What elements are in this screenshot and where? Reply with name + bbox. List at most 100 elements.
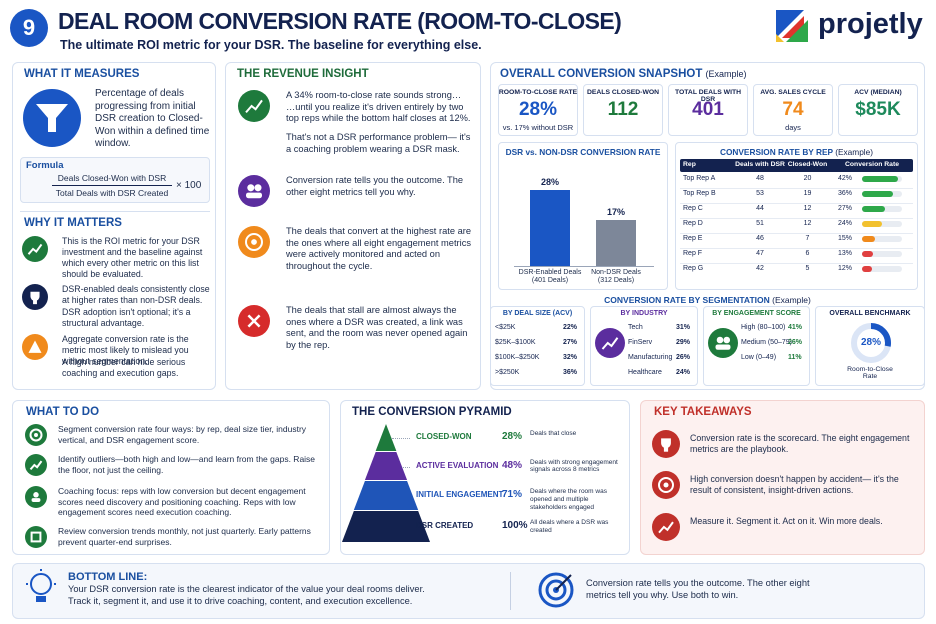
pyramid-level xyxy=(364,452,408,480)
cell: Rep C xyxy=(683,205,703,212)
item-text: Measure it. Segment it. Act on it. Win m… xyxy=(690,516,883,526)
shape xyxy=(658,477,674,493)
seg-value: 26% xyxy=(676,354,691,361)
level-name: DSR CREATED xyxy=(416,521,474,530)
level-desc: Deals with strong engagement signals acr… xyxy=(530,458,618,474)
title: OVERALL CONVERSION SNAPSHOT xyxy=(500,68,703,80)
shape xyxy=(353,481,419,510)
denominator: Total Deals with DSR Created xyxy=(55,188,169,198)
cell: 7 xyxy=(805,235,810,242)
shape xyxy=(545,579,567,601)
note: (Example) xyxy=(772,295,811,305)
cell: 12 xyxy=(803,220,812,227)
level-desc: All deals where a DSR was created xyxy=(530,519,609,534)
cell: Rep D xyxy=(683,220,703,227)
seg-label: FinServ xyxy=(628,339,653,346)
level-name: ACTIVE EVALUATION xyxy=(416,460,499,470)
item-text: The deals that convert at the highest ra… xyxy=(286,226,472,271)
bar-label: 28% xyxy=(540,177,559,188)
bottom-right-text: Conversion rate tells you the outcome. T… xyxy=(586,578,810,600)
icon xyxy=(708,328,738,358)
row-line xyxy=(680,188,913,189)
seg-label: Low (0–49) xyxy=(741,354,777,361)
shape xyxy=(28,340,42,353)
shape xyxy=(36,104,68,132)
rate-bar xyxy=(862,251,874,257)
seg-title: BY INDUSTRY xyxy=(620,310,668,317)
item-text: Coaching focus: reps with low conversion… xyxy=(58,486,306,518)
level-line xyxy=(403,466,410,468)
logo-mark xyxy=(776,10,808,42)
divider xyxy=(20,211,210,212)
seg-title: CONVERSION RATE BY SEGMENTATION (Example… xyxy=(490,295,925,305)
item-text: Review conversion trends monthly, not ju… xyxy=(58,526,311,547)
kpi-value: 74 xyxy=(782,99,804,120)
cell: 44 xyxy=(756,205,764,212)
kpi-box xyxy=(583,84,663,136)
kpi-label: ACV (MEDIAN) xyxy=(854,89,902,96)
column-header: Closed-Won xyxy=(787,161,828,168)
subtitle: The ultimate ROI metric for your DSR. Th… xyxy=(60,38,482,52)
item-text: This is the ROI metric for your DSR inve… xyxy=(62,236,203,279)
shape xyxy=(30,573,52,595)
section-title: OVERALL CONVERSION SNAPSHOT (Example) xyxy=(500,68,747,80)
level-line xyxy=(392,438,410,439)
numerator: Deals Closed-Won with DSR xyxy=(57,173,167,183)
shape xyxy=(723,336,731,344)
divider xyxy=(510,572,511,610)
brand: projetly xyxy=(818,8,923,40)
number-badge: 9 xyxy=(10,9,48,47)
item-text: Segment conversion rate four ways: by re… xyxy=(58,424,307,445)
kpi-label: DEALS CLOSED-WON xyxy=(586,89,660,96)
level-value: 48% xyxy=(502,459,523,471)
kpi-value: 401 xyxy=(692,99,724,120)
icon xyxy=(22,284,48,310)
cell: 12% xyxy=(838,265,853,272)
seg-value: 32% xyxy=(563,354,578,361)
rate-bar xyxy=(862,176,898,182)
seg-label: Tech xyxy=(628,324,643,331)
shape xyxy=(22,236,48,262)
shape xyxy=(716,336,724,344)
item-text: DSR-enabled deals consistently close at … xyxy=(62,284,210,305)
donut-label: 28% xyxy=(860,337,881,348)
seg-value: 36% xyxy=(563,369,578,376)
cell: 6 xyxy=(805,250,810,257)
shape xyxy=(254,184,262,192)
kpi-box xyxy=(668,84,748,136)
seg-label: Medium (50–79) xyxy=(741,339,792,346)
row-line xyxy=(680,248,913,249)
seg-value: 31% xyxy=(676,324,691,331)
section-title: WHAT TO DO xyxy=(26,406,100,418)
item-note: DSR adoption isn't optional; it's a stru… xyxy=(62,307,191,328)
row-line xyxy=(680,203,913,204)
icon xyxy=(25,526,47,548)
kpi-label: AVG. SALES CYCLE xyxy=(760,89,826,96)
item-text: Identify outliers—both high and low—and … xyxy=(58,454,316,475)
bottom-text: Your DSR conversion rate is the clearest… xyxy=(68,584,425,606)
cell: Rep G xyxy=(683,265,704,272)
row-line xyxy=(680,218,913,219)
icon xyxy=(22,236,48,262)
icon xyxy=(238,226,270,258)
rate-bar xyxy=(862,236,875,242)
donut xyxy=(851,323,891,363)
formula-label: Formula xyxy=(26,160,64,171)
cell: 47 xyxy=(756,250,764,257)
pyramid-level xyxy=(353,481,419,510)
shape xyxy=(245,99,263,114)
shape xyxy=(708,328,738,358)
column-header: Rep xyxy=(683,161,696,168)
cell: 48 xyxy=(756,175,764,182)
formula-box xyxy=(20,157,210,203)
shape xyxy=(601,337,619,350)
seg-label: $100K–$250K xyxy=(495,354,540,361)
item-text: A 34% room-to-close rate sounds strong… … xyxy=(286,90,471,124)
kpi-value: 28% xyxy=(518,99,558,120)
shape xyxy=(25,454,47,476)
shape xyxy=(342,511,430,542)
shape xyxy=(29,428,43,442)
seg-label: High (80–100) xyxy=(741,324,786,331)
shape xyxy=(29,460,43,471)
cell: 42% xyxy=(838,175,853,182)
